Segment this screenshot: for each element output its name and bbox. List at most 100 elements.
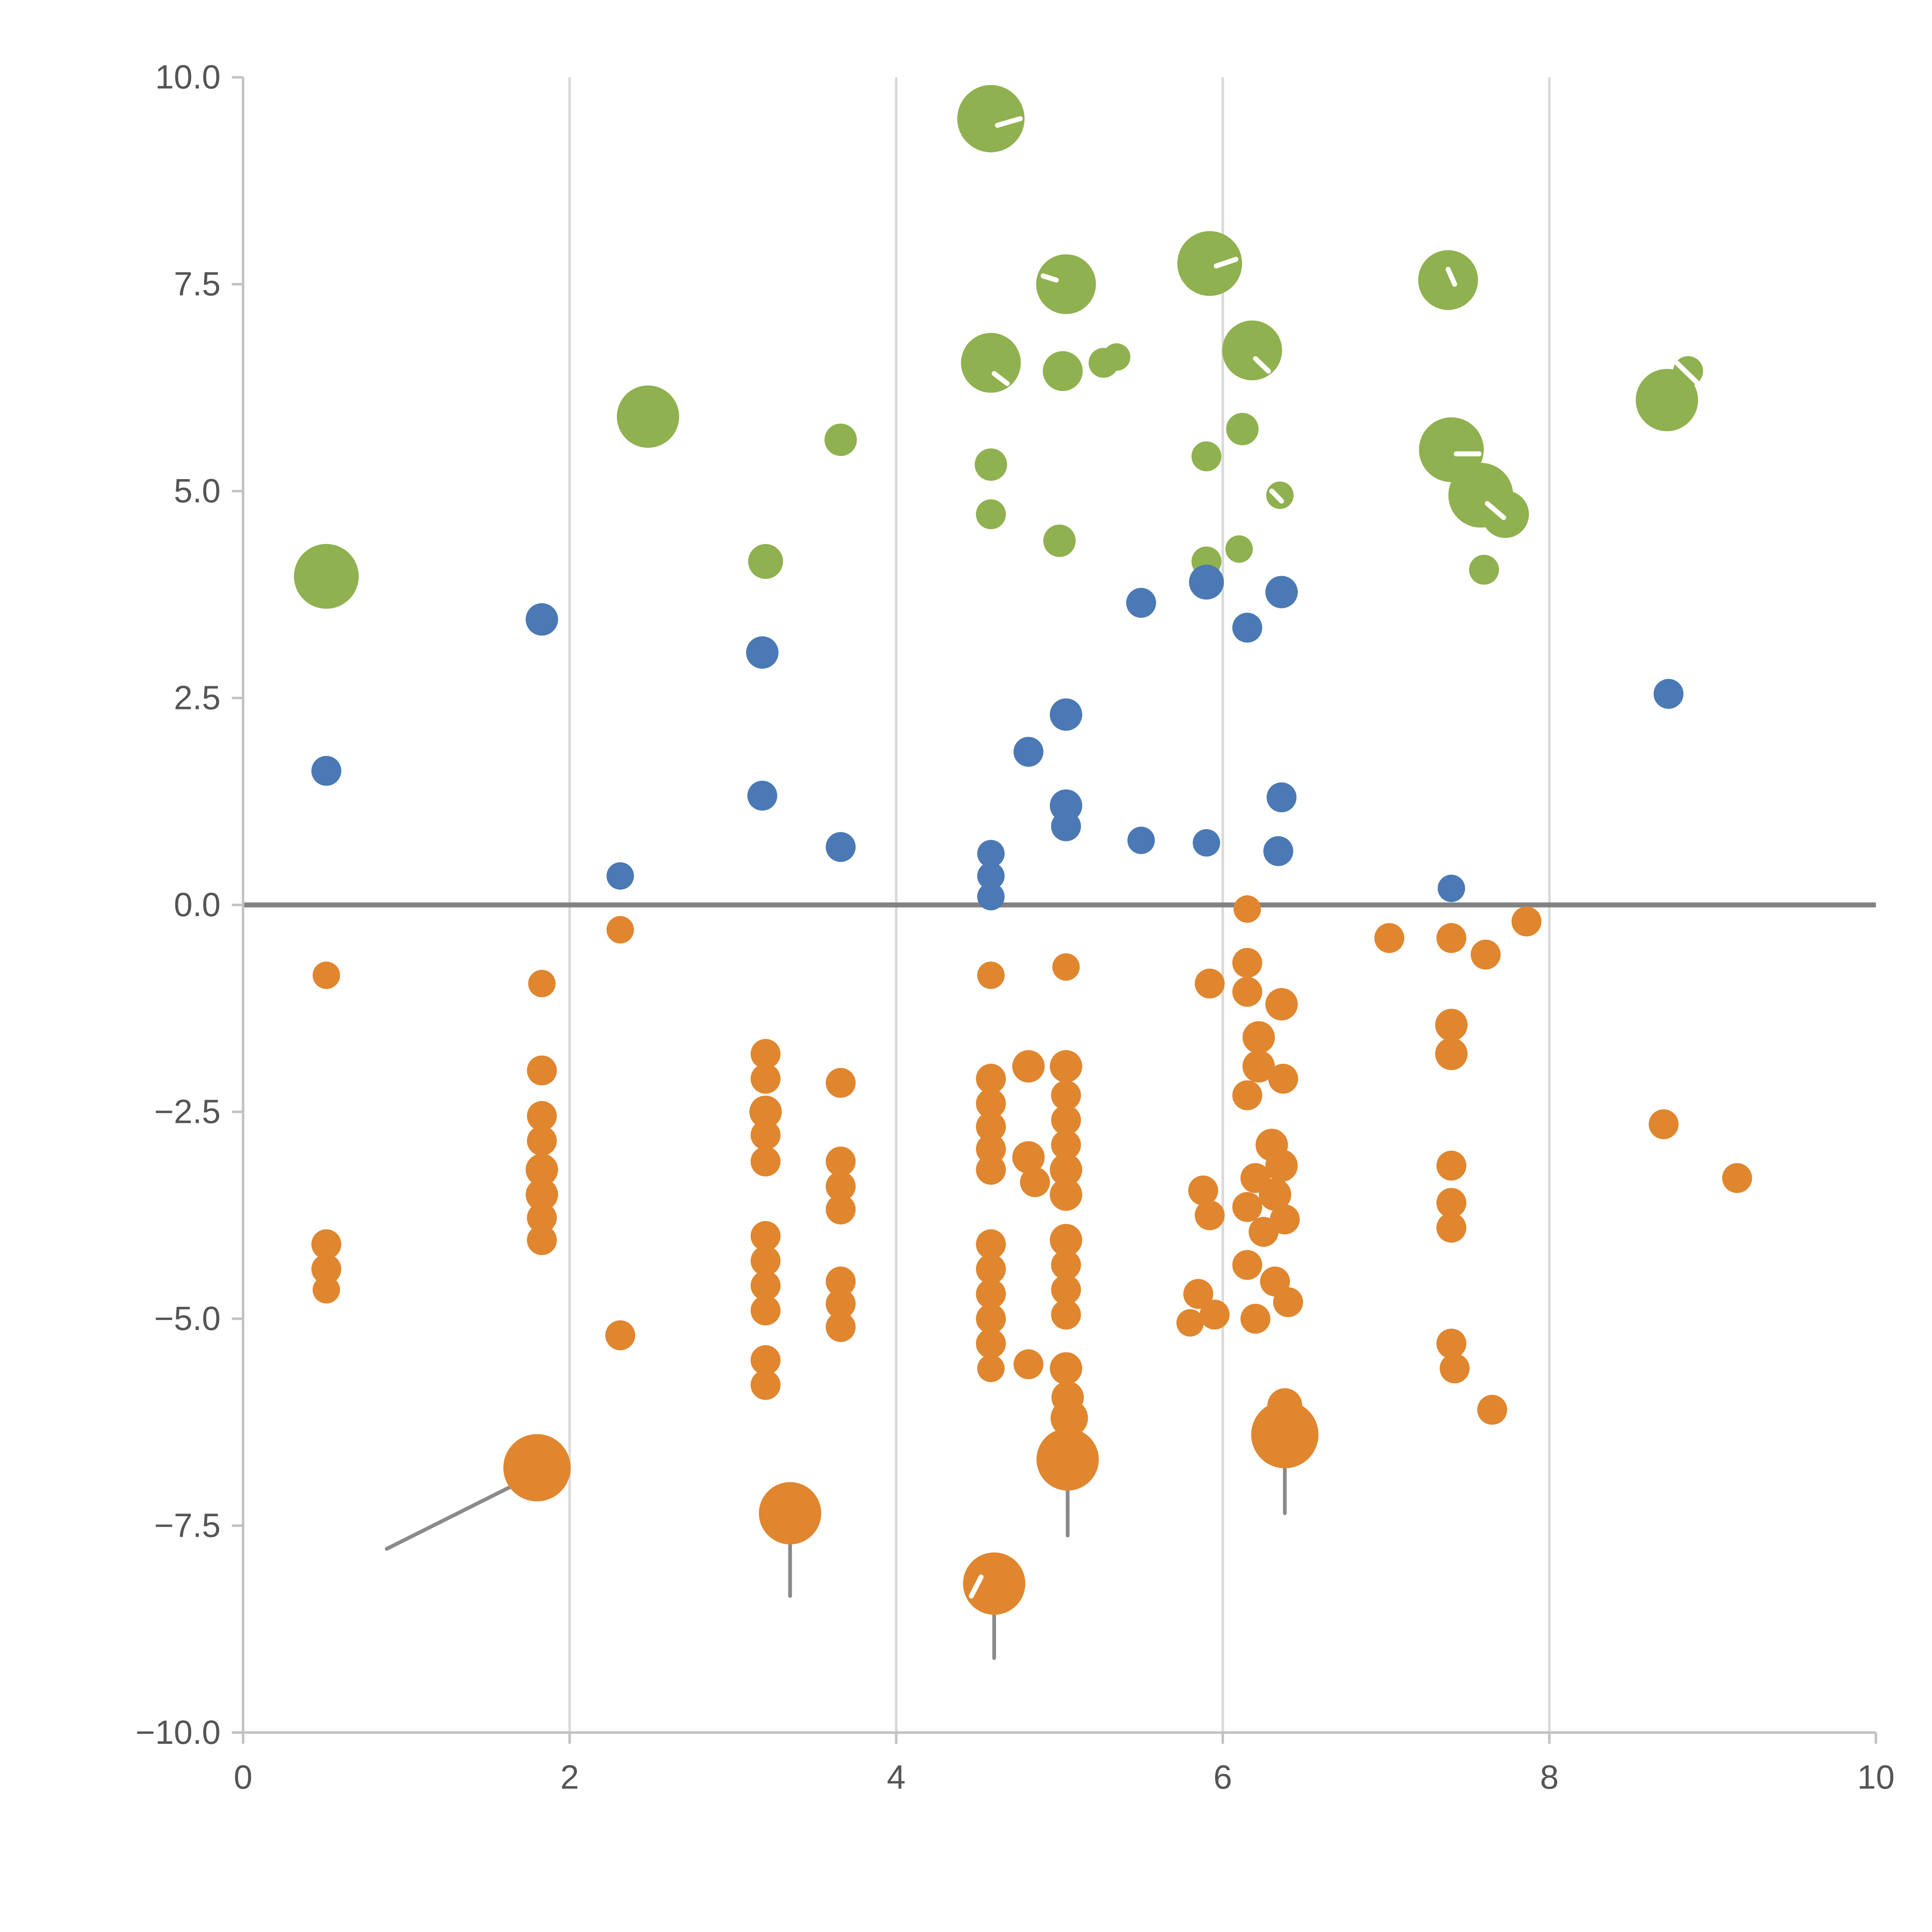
point-orange [976, 1134, 1006, 1164]
white-marks [969, 116, 1699, 1599]
point-orange [825, 1266, 856, 1297]
point-orange [1051, 1080, 1081, 1111]
point-orange [1232, 1080, 1262, 1111]
point-green [1103, 343, 1131, 371]
point-blue [1192, 829, 1220, 857]
point-green [1469, 554, 1499, 585]
point-orange [1049, 1178, 1082, 1211]
point-orange [759, 1482, 821, 1544]
point-orange [526, 1153, 558, 1186]
point-orange [1195, 968, 1225, 999]
y-tick-label: 7.5 [174, 265, 221, 303]
point-orange [976, 1064, 1006, 1094]
white-mark [995, 116, 1023, 128]
point-orange [750, 1039, 781, 1069]
point-blue [1189, 565, 1224, 600]
y-tick-label: −10.0 [136, 1714, 221, 1751]
point-orange [527, 1202, 557, 1233]
point-orange [1051, 1250, 1081, 1280]
white-mark [1253, 356, 1271, 374]
x-tick-label: 0 [234, 1759, 252, 1796]
point-orange [1036, 1428, 1099, 1491]
series-orange [311, 895, 1752, 1615]
point-orange [527, 1225, 557, 1255]
point-orange [313, 1276, 340, 1304]
point-orange [311, 1229, 342, 1259]
point-green [1222, 320, 1282, 381]
x-tick-label: 8 [1540, 1759, 1558, 1796]
point-orange [825, 1146, 856, 1177]
point-orange [1435, 1037, 1468, 1070]
point-orange [1012, 1050, 1045, 1083]
point-orange [976, 1328, 1006, 1359]
point-green [294, 544, 359, 609]
point-blue [977, 883, 1005, 910]
point-green [1043, 351, 1083, 391]
point-green [1481, 490, 1529, 538]
point-orange [527, 1055, 557, 1086]
point-orange [976, 1279, 1006, 1309]
x-tick-label: 10 [1857, 1759, 1895, 1796]
point-orange [526, 1178, 558, 1211]
point-orange [963, 1552, 1026, 1615]
point-green [1266, 481, 1294, 509]
point-green [1226, 413, 1259, 446]
point-orange [976, 1229, 1006, 1259]
white-mark [1674, 360, 1699, 384]
point-orange [1183, 1279, 1213, 1309]
point-orange [1232, 977, 1262, 1007]
point-orange [750, 1345, 781, 1375]
y-tick-label: 2.5 [174, 679, 221, 716]
white-mark [1485, 501, 1506, 520]
point-orange [1013, 1349, 1044, 1379]
point-orange [1049, 1050, 1082, 1083]
point-orange [1251, 1401, 1319, 1468]
point-orange [1259, 1178, 1291, 1211]
point-orange [825, 1312, 856, 1342]
point-blue [606, 862, 634, 890]
point-orange [1051, 1105, 1081, 1135]
point-orange [1477, 1395, 1507, 1425]
point-green [976, 499, 1006, 529]
point-orange [1248, 1217, 1279, 1247]
axes [242, 77, 1876, 1734]
point-green [617, 385, 679, 448]
point-orange [1049, 1352, 1082, 1385]
point-orange [527, 1126, 557, 1156]
point-orange [750, 1295, 781, 1326]
point-green [961, 333, 1021, 393]
point-blue [1232, 612, 1262, 643]
x-axis-ticks: 0 2 4 6 8 10 [234, 1732, 1895, 1796]
point-orange [606, 916, 634, 944]
point-orange [1232, 1250, 1262, 1280]
point-orange [1050, 1399, 1088, 1437]
x-tick-label: 2 [560, 1759, 579, 1796]
point-orange [1471, 939, 1501, 970]
point-orange [1176, 1309, 1204, 1337]
point-orange [825, 1068, 856, 1098]
point-orange [976, 1088, 1006, 1119]
annotation-line [385, 1478, 526, 1551]
point-green [1418, 250, 1478, 310]
point-orange [1648, 1109, 1679, 1139]
point-orange [1052, 953, 1080, 981]
point-orange [1049, 1153, 1082, 1186]
point-orange [825, 1289, 856, 1319]
point-blue [747, 781, 777, 811]
point-blue [977, 862, 1005, 890]
point-orange [1273, 1287, 1303, 1317]
point-orange [605, 1320, 635, 1350]
point-orange [1199, 1299, 1230, 1330]
y-tick-label: 5.0 [174, 472, 221, 510]
point-orange [1242, 1021, 1275, 1054]
point-orange [1435, 1009, 1468, 1041]
point-blue [825, 832, 856, 862]
point-orange [750, 1120, 781, 1150]
point-orange [976, 1155, 1006, 1185]
point-orange [313, 961, 340, 989]
series-blue [311, 565, 1684, 910]
point-green [1225, 535, 1253, 563]
point-green [1177, 231, 1242, 296]
point-orange [750, 1146, 781, 1177]
point-green [1043, 524, 1076, 557]
